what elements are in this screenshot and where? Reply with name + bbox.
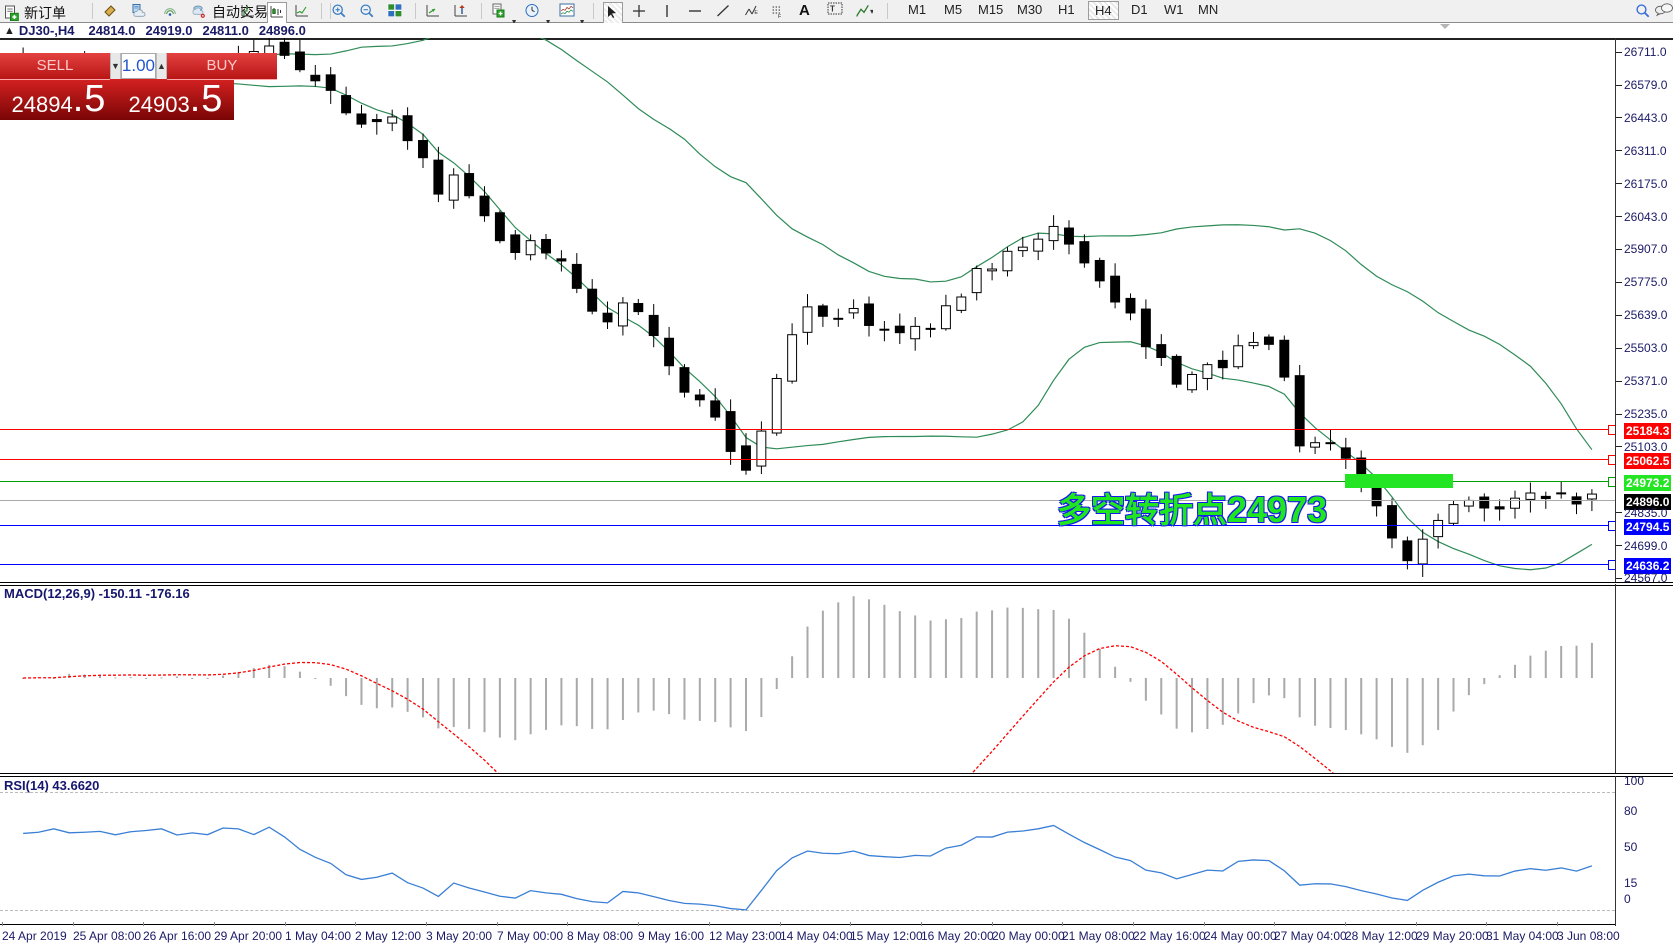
svg-text:E: E: [754, 10, 758, 16]
svg-text:T: T: [830, 5, 835, 14]
svg-text:▾: ▾: [870, 7, 873, 16]
svg-text:F: F: [778, 14, 782, 20]
